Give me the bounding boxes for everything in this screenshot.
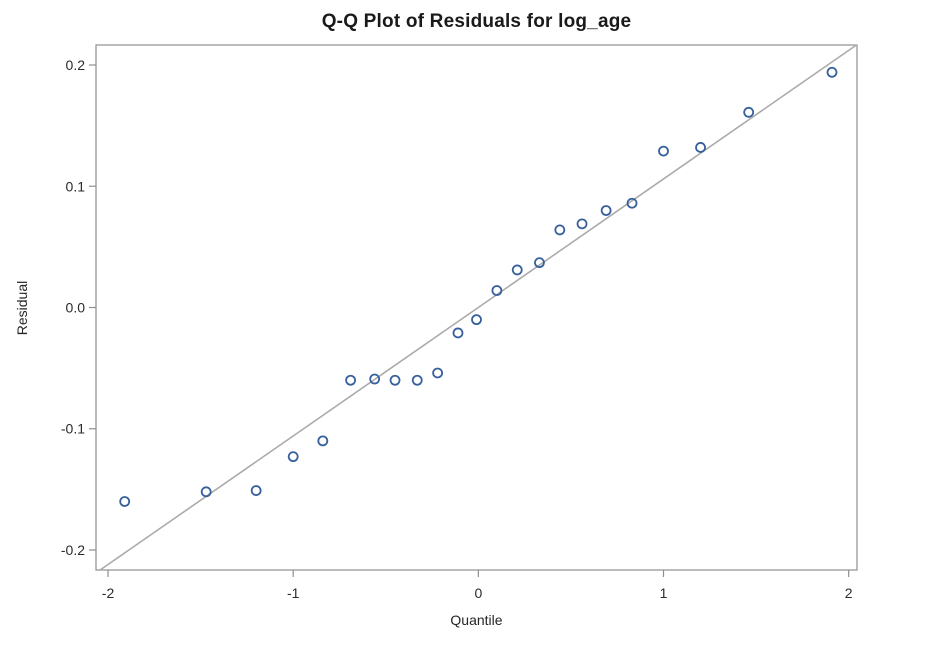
y-tick-label: -0.2 [61, 542, 85, 558]
data-point [250, 485, 262, 496]
data-point [432, 367, 444, 379]
y-tick-label: -0.1 [61, 421, 85, 437]
data-point [200, 486, 212, 498]
data-point [452, 327, 464, 339]
x-tick-label: -2 [102, 585, 115, 601]
data-point [511, 264, 523, 276]
data-point [600, 205, 612, 216]
data-point [411, 374, 423, 386]
data-point [554, 224, 566, 236]
data-point [743, 106, 755, 118]
data-point [826, 66, 838, 78]
x-tick-label: -1 [287, 585, 300, 601]
data-point [119, 496, 131, 507]
y-tick-label: 0.2 [66, 57, 86, 73]
data-point [695, 142, 706, 153]
x-tick-label: 1 [660, 585, 668, 601]
data-point [626, 197, 638, 209]
data-point [576, 218, 588, 230]
x-axis-label: Quantile [450, 612, 503, 628]
y-tick-label: 0.1 [66, 178, 86, 194]
data-point [369, 373, 381, 385]
data-point [287, 451, 299, 463]
x-tick-label: 2 [845, 585, 853, 601]
reference-line [100, 44, 858, 571]
data-point [345, 374, 356, 386]
chart-title: Q-Q Plot of Residuals for log_age [321, 11, 632, 32]
y-tick-label: 0.0 [66, 300, 86, 316]
data-point [389, 374, 401, 386]
x-tick-label: 0 [474, 585, 482, 601]
data-point [317, 435, 329, 447]
data-point [471, 314, 482, 326]
data-point [491, 285, 503, 296]
data-point [534, 257, 545, 269]
data-point [658, 145, 669, 157]
